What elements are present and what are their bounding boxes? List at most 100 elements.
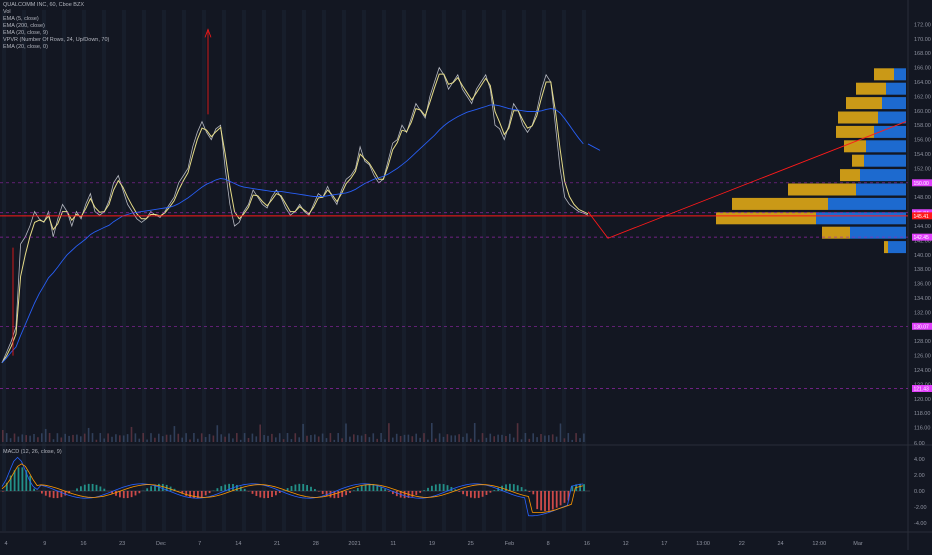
volume-bar (513, 438, 515, 442)
volume-bar (123, 435, 125, 442)
macd-histogram-bar (439, 484, 441, 491)
volume-profile-up (866, 140, 906, 152)
macd-histogram-bar (185, 491, 187, 496)
y-tick-label: 172.00 (914, 22, 931, 28)
volume-bar (451, 435, 453, 442)
macd-histogram-bar (88, 484, 90, 491)
volume-bar (560, 423, 562, 442)
y-tick-label: 170.00 (914, 37, 931, 43)
volume-bar (201, 433, 203, 442)
macd-histogram-bar (115, 491, 117, 496)
macd-histogram-bar (92, 484, 94, 491)
volume-bar (571, 440, 573, 442)
x-tick-label: 17 (661, 541, 667, 547)
volume-bar (295, 433, 297, 442)
macd-histogram-bar (365, 484, 367, 491)
macd-histogram-bar (415, 491, 417, 495)
legend-item[interactable]: EMA (5, close) (3, 16, 109, 23)
volume-bar (76, 435, 78, 442)
volume-profile-down (884, 241, 888, 253)
volume-bar (509, 434, 511, 442)
session-stripe (82, 10, 86, 531)
legend-item[interactable]: EMA (20, close, 9) (3, 30, 109, 37)
y-tick-label: 166.00 (914, 66, 931, 72)
volume-bar (412, 436, 414, 442)
volume-bar (263, 435, 265, 442)
volume-bar (388, 423, 390, 442)
x-tick-label: 7 (198, 541, 201, 547)
y-tick-label: 116.00 (914, 426, 930, 432)
x-tick-label: 16 (80, 541, 86, 547)
macd-histogram-bar (244, 489, 246, 491)
volume-bar (22, 434, 24, 442)
macd-legend[interactable]: MACD (12, 26, close, 9) (3, 449, 62, 455)
session-stripe (262, 10, 266, 531)
macd-histogram-bar (263, 491, 265, 498)
macd-histogram-bar (295, 485, 297, 491)
volume-profile-up (816, 212, 906, 224)
session-stripe (202, 10, 206, 531)
volume-profile-up (888, 241, 906, 253)
volume-bar (564, 438, 566, 442)
volume-bar (224, 437, 226, 442)
legend-item[interactable]: EMA (200, close) (3, 23, 109, 30)
macd-histogram-bar (252, 491, 254, 494)
y-tick-label: 144.00 (914, 224, 931, 230)
volume-bar (529, 439, 531, 442)
volume-bar (486, 438, 488, 442)
volume-bar (162, 436, 164, 442)
volume-bar (146, 440, 148, 442)
session-stripe (102, 10, 106, 531)
volume-bar (150, 433, 152, 442)
legend-item[interactable]: Vol (3, 9, 109, 16)
macd-histogram-bar (256, 491, 258, 496)
volume-bar (57, 433, 59, 442)
volume-bar (380, 433, 382, 442)
volume-profile-down (846, 97, 882, 109)
volume-bar (100, 433, 102, 442)
macd-histogram-bar (162, 484, 164, 491)
macd-histogram-bar (478, 491, 480, 498)
volume-bar (29, 436, 31, 442)
macd-histogram-bar (521, 487, 523, 491)
session-stripe (282, 10, 286, 531)
volume-bar (139, 439, 141, 442)
volume-bar (314, 434, 316, 442)
volume-bar (330, 433, 332, 442)
session-stripe (242, 10, 246, 531)
volume-bar (396, 434, 398, 442)
y-tick-label: 126.00 (914, 354, 931, 360)
volume-bar (119, 435, 121, 442)
volume-bar (532, 433, 534, 442)
x-tick-label: 25 (468, 541, 474, 547)
session-stripe (502, 10, 506, 531)
macd-histogram-bar (345, 491, 347, 495)
volume-bar (349, 437, 351, 442)
y-tick-label: 132.00 (914, 310, 931, 316)
macd-histogram-bar (486, 491, 488, 495)
volume-bar (462, 437, 464, 442)
macd-histogram-bar (139, 491, 141, 493)
volume-bar (458, 434, 460, 442)
macd-histogram-bar (443, 484, 445, 491)
volume-bar (298, 437, 300, 442)
macd-histogram-bar (224, 485, 226, 491)
session-stripe (482, 10, 486, 531)
macd-histogram-bar (209, 491, 211, 493)
volume-bar (400, 436, 402, 442)
macd-histogram-bar (314, 489, 316, 491)
volume-profile-up (886, 83, 906, 95)
y-tick-label: 140.00 (914, 253, 931, 259)
macd-histogram-bar (298, 484, 300, 491)
legend-item[interactable]: VPVR (Number Of Rows, 24, Up/Down, 70) (3, 37, 109, 44)
volume-bar (275, 437, 277, 442)
volume-bar (115, 434, 117, 442)
volume-profile-up (894, 68, 906, 80)
legend-item[interactable]: EMA (20, close, 0) (3, 44, 109, 51)
macd-y-tick-label: 2.00 (914, 473, 925, 479)
session-stripe (162, 10, 166, 531)
x-tick-label: 12 (623, 541, 629, 547)
volume-bar (392, 438, 394, 442)
